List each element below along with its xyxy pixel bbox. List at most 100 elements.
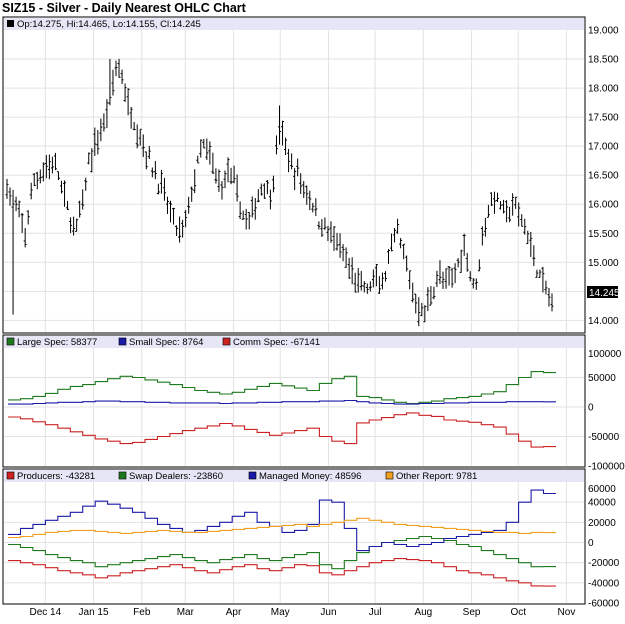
ohlc-bar — [483, 217, 487, 237]
ohlc-bar — [317, 221, 321, 230]
ohlc-bar — [72, 216, 76, 236]
y-tick-label: 60000 — [588, 484, 616, 495]
ohlc-bar — [32, 173, 36, 187]
y-tick-label: 16.000 — [588, 200, 619, 211]
ohlc-bar — [93, 127, 97, 156]
ohlc-bar — [11, 189, 15, 315]
legend-swatch — [6, 471, 15, 480]
ohlc-bar — [423, 305, 427, 323]
ohlc-bar — [44, 155, 48, 179]
ohlc-bar — [14, 196, 18, 212]
legend-swatch — [248, 471, 257, 480]
ohlc-bar — [41, 162, 45, 182]
ohlc-bar — [480, 226, 484, 246]
ohlc-bar — [380, 272, 384, 290]
ohlc-bar — [547, 287, 551, 307]
ohlc-bar — [350, 257, 354, 285]
ohlc-bar — [202, 138, 206, 149]
series-line-producers — [8, 558, 556, 587]
x-tick-label: Apr — [226, 607, 242, 618]
legend-label: Swap Dealers: -23860 — [129, 471, 223, 482]
ohlc-bar — [414, 293, 418, 314]
ohlc-bar — [5, 179, 9, 199]
y-tick-label: 15.000 — [588, 258, 619, 269]
ohlc-bar — [335, 232, 339, 251]
ohlc-bar — [63, 180, 67, 207]
y-tick-label: 15.500 — [588, 229, 619, 240]
ohlc-bar — [523, 218, 527, 235]
ohlc-bar — [374, 264, 378, 287]
ohlc-bar — [126, 88, 130, 116]
series-line-comm-spec — [8, 412, 556, 448]
axis-labels: Dec 14 Jan 15 Feb Mar Apr May Jun Jul Aug Sep Oct N… — [29, 26, 625, 619]
y-tick-label: 17.000 — [588, 142, 619, 153]
ohlc-bar — [114, 60, 118, 77]
ohlc-bar — [187, 196, 191, 214]
ohlc-bar — [293, 168, 297, 191]
ohlc-bar — [393, 227, 397, 243]
y-tick-label: 16.500 — [588, 171, 619, 182]
ohlc-bar — [262, 183, 266, 199]
ohlc-bar — [135, 124, 139, 149]
ohlc-bar — [438, 260, 442, 284]
ohlc-bar — [311, 202, 315, 213]
ohlc-bar — [505, 200, 509, 223]
legend-label: Managed Money: 48596 — [259, 471, 361, 482]
ohlc-bar — [468, 271, 472, 282]
x-tick-label: Oct — [510, 607, 526, 618]
ohlc-bar — [232, 165, 236, 184]
y-tick-label: -40000 — [588, 578, 620, 589]
ohlc-bar — [175, 225, 179, 236]
legend-swatch — [118, 337, 127, 346]
ohlc-bar — [544, 280, 548, 295]
ohlc-bar — [432, 286, 436, 300]
ohlc-bar — [26, 210, 30, 225]
ohlc-bar — [38, 169, 42, 184]
ohlc-bar — [60, 180, 63, 194]
ohlc-bar — [535, 269, 539, 278]
ohlc-bar — [144, 151, 148, 170]
ohlc-bar — [268, 189, 272, 210]
x-tick-label: Aug — [414, 607, 432, 618]
ohlc-bar — [81, 189, 85, 210]
ohlc-bar — [247, 211, 251, 230]
ohlc-bar — [302, 181, 306, 198]
legend-label: Comm Spec: -67141 — [233, 337, 320, 348]
series-line-small-spec — [8, 399, 556, 405]
y-tick-label: -20000 — [588, 558, 620, 569]
ohlc-bar — [226, 157, 230, 183]
ohlc-bar — [120, 69, 124, 85]
ohlc-bar — [129, 107, 133, 129]
ohlc-bar — [211, 152, 215, 174]
ohlc-bar — [347, 257, 351, 279]
ohlc-bar — [196, 155, 200, 164]
ohlc-bar — [229, 167, 233, 185]
legend-label: Producers: -43281 — [17, 471, 95, 482]
ohlc-bar — [181, 219, 185, 238]
ohlc-bar — [362, 281, 366, 293]
ohlc-bar — [241, 210, 245, 220]
ohlc-bar — [84, 177, 88, 191]
spec-panel-frame — [2, 334, 586, 468]
ohlc-bar — [271, 175, 275, 193]
ohlc-bar — [47, 154, 51, 180]
ohlc-bar — [326, 225, 330, 242]
ohlc-bar — [50, 156, 54, 174]
ohlc-bar — [371, 269, 375, 288]
ohlc-bar — [123, 83, 127, 102]
y-tick-label: 0 — [588, 538, 594, 549]
ohlc-bar — [274, 135, 278, 155]
chart-title: SIZ15 - Silver - Daily Nearest OHLC Char… — [2, 1, 246, 15]
series-line-large-spec — [8, 371, 556, 405]
ohlc-bar — [117, 58, 121, 78]
ohlc-bar — [265, 179, 269, 195]
ohlc-bar — [390, 233, 394, 252]
x-tick-label: Feb — [133, 607, 151, 618]
ohlc-bar — [405, 255, 409, 272]
y-tick-label: -100000 — [588, 462, 625, 473]
ohlc-bar — [532, 245, 536, 267]
ohlc-bar — [205, 138, 209, 160]
ohlc-bar — [66, 200, 70, 211]
ohlc-bar — [329, 221, 333, 243]
legend-label: Other Report: 9781 — [396, 471, 477, 482]
